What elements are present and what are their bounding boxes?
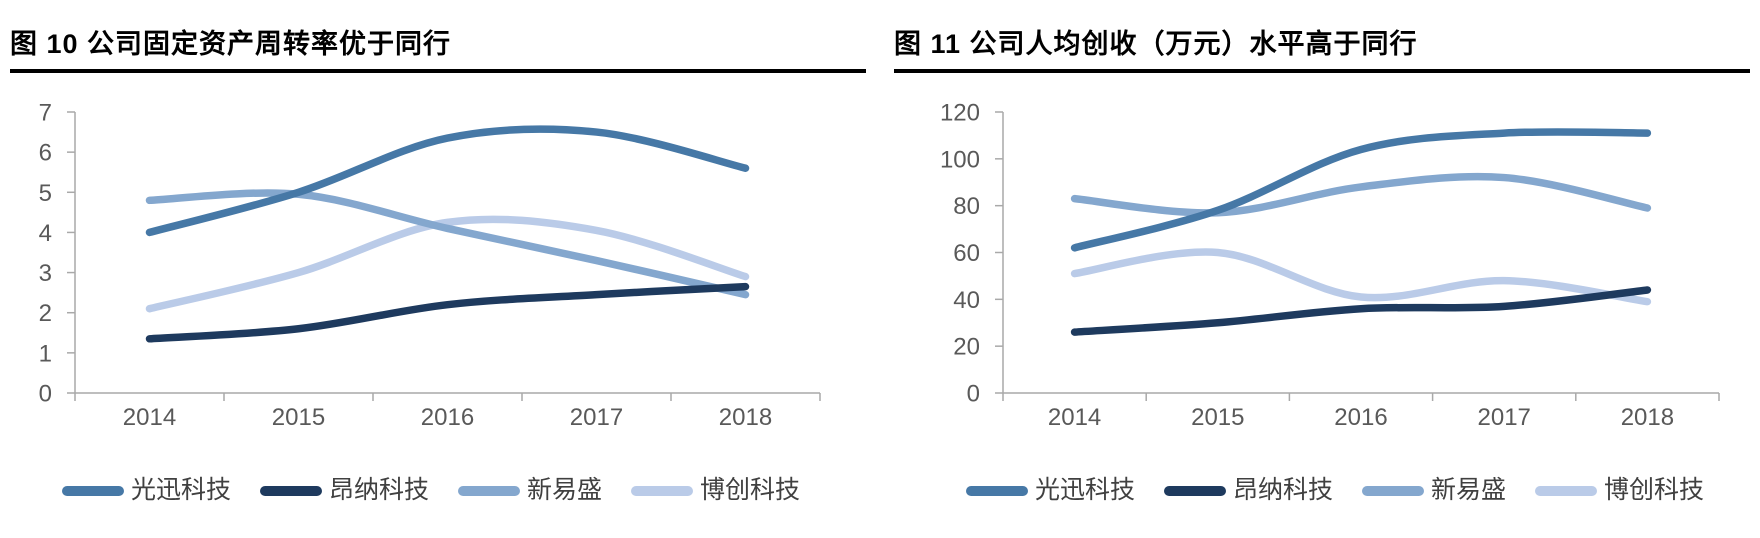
legend-label: 新易盛 — [1431, 476, 1507, 504]
chart-panel-fixed-asset-turnover: 图 10 公司固定资产周转率优于同行 0 1 2 3 4 5 6 7 2014 2015 2016 2… — [10, 22, 866, 503]
y-tick-label: 5 — [39, 180, 52, 207]
y-tick-label: 100 — [940, 146, 980, 173]
series-line-0 — [145, 125, 750, 237]
chart-title: 图 10 公司固定资产周转率优于同行 — [10, 22, 866, 73]
y-tick-label: 20 — [953, 334, 980, 361]
legend-label: 昂纳科技 — [329, 476, 430, 504]
y-tick-label: 40 — [953, 287, 980, 314]
y-tick-label: 6 — [39, 140, 52, 167]
x-tick-label: 2017 — [1478, 404, 1531, 431]
legend-item-3: 博创科技 — [1535, 478, 1704, 503]
y-tick-label: 120 — [940, 100, 980, 127]
legend-label: 新易盛 — [527, 476, 603, 504]
x-tick-label: 2016 — [1334, 404, 1387, 431]
x-tick-label: 2016 — [421, 404, 474, 431]
x-tick-label: 2015 — [1191, 404, 1244, 431]
y-tick-label: 2 — [39, 300, 52, 327]
legend-item-0: 光迅科技 — [966, 478, 1135, 503]
series-line-2 — [1070, 172, 1652, 217]
y-tick-label: 4 — [39, 220, 52, 247]
legend-swatch — [1362, 485, 1425, 496]
legend-item-3: 博创科技 — [631, 478, 800, 503]
legend-label: 光迅科技 — [1035, 476, 1136, 504]
legend-swatch — [260, 485, 323, 496]
legend-swatch — [458, 485, 521, 496]
series-line-1 — [1070, 286, 1652, 336]
y-tick-label: 1 — [39, 340, 52, 367]
legend-swatch — [1535, 485, 1598, 496]
revenue-per-capita-chart: 0 20 40 60 80 100 120 2014 2015 2016 2017 2018 — [940, 100, 1720, 431]
x-tick-label: 2018 — [719, 404, 772, 431]
legend-label: 光迅科技 — [131, 476, 232, 504]
series-line-3 — [1070, 248, 1652, 306]
legend-swatch — [631, 485, 694, 496]
legend-item-2: 新易盛 — [458, 478, 602, 503]
chart-title: 图 11 公司人均创收（万元）水平高于同行 — [894, 22, 1750, 73]
series-line-0 — [1070, 128, 1652, 252]
x-tick-label: 2014 — [123, 404, 176, 431]
legend-swatch — [1164, 485, 1227, 496]
legend-swatch — [62, 485, 124, 496]
legend-item-1: 昂纳科技 — [1164, 478, 1333, 503]
fixed-asset-turnover-chart: 0 1 2 3 4 5 6 7 2014 2015 2016 2017 2018 — [39, 100, 821, 431]
x-tick-label: 2017 — [570, 404, 623, 431]
legend-item-2: 新易盛 — [1362, 478, 1506, 503]
chart-legend: 光迅科技 昂纳科技 新易盛 博创科技 — [62, 478, 800, 503]
series-line-1 — [145, 282, 750, 343]
legend-swatch — [966, 485, 1028, 496]
series-line-3 — [145, 215, 750, 313]
chart-panel-revenue-per-capita: 图 11 公司人均创收（万元）水平高于同行 0 20 40 60 80 100 120 201… — [880, 0, 1760, 538]
y-tick-label: 0 — [39, 381, 52, 408]
legend-label: 博创科技 — [700, 476, 801, 504]
y-tick-label: 7 — [39, 100, 52, 127]
y-tick-label: 3 — [39, 260, 52, 287]
series-line-2 — [145, 189, 750, 299]
chart-legend: 光迅科技 昂纳科技 新易盛 博创科技 — [966, 478, 1704, 503]
x-tick-label: 2015 — [272, 404, 325, 431]
legend-item-0: 光迅科技 — [62, 478, 231, 503]
legend-label: 昂纳科技 — [1233, 476, 1334, 504]
x-tick-label: 2014 — [1048, 404, 1101, 431]
legend-item-1: 昂纳科技 — [260, 478, 429, 503]
y-tick-label: 0 — [967, 381, 980, 408]
x-tick-label: 2018 — [1621, 404, 1674, 431]
y-tick-label: 80 — [953, 193, 980, 220]
legend-label: 博创科技 — [1604, 476, 1705, 504]
y-tick-label: 60 — [953, 240, 980, 267]
